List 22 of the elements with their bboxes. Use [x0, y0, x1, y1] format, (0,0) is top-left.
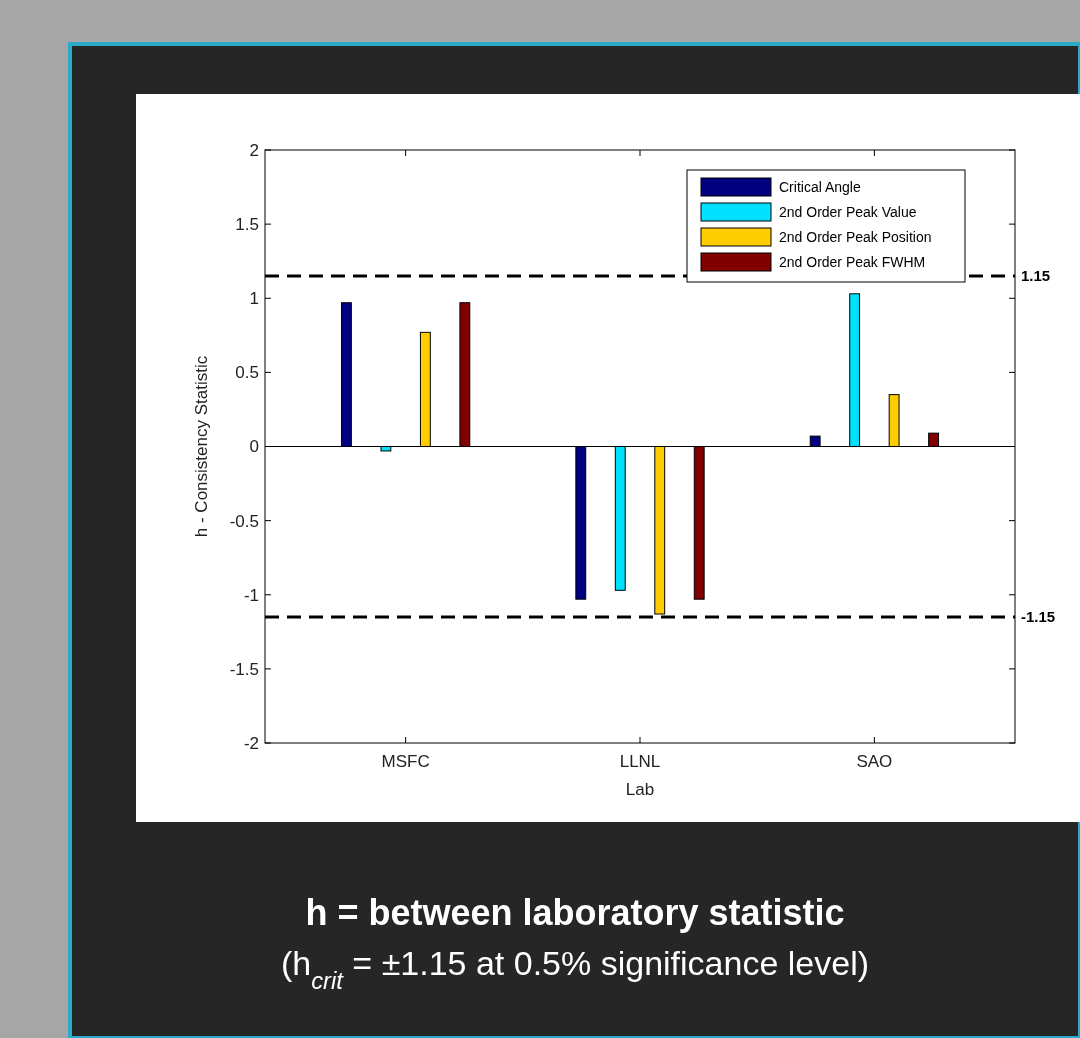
y-tick-label: -2 — [243, 733, 259, 753]
text: h = between laboratory statistic — [305, 892, 845, 933]
legend-label: 2nd Order Peak Value — [779, 203, 917, 220]
legend-label: 2nd Order Peak FWHM — [779, 253, 926, 270]
ref-line-label: 1.15 — [1021, 267, 1051, 285]
legend-label: Critical Angle — [779, 178, 861, 195]
y-tick-label: 1 — [249, 289, 259, 309]
y-tick-label: -1 — [243, 585, 259, 605]
y-axis-title: h - Consistency Statistic — [192, 355, 211, 538]
y-tick-label: -1.5 — [229, 659, 259, 679]
legend-label: 2nd Order Peak Position — [779, 228, 932, 245]
x-tick-label: LLNL — [619, 752, 661, 771]
y-tick-label: 2 — [249, 140, 259, 160]
y-tick-label: 0 — [249, 437, 259, 457]
y-tick-label: 0.5 — [235, 363, 259, 383]
ref-line-label: -1.15 — [1021, 608, 1056, 626]
y-tick-label: -0.5 — [229, 511, 259, 531]
x-axis-title: Lab — [625, 780, 655, 799]
x-tick-label: MSFC — [381, 752, 430, 771]
y-tick-label: 1.5 — [235, 215, 259, 235]
text: (h$_{crit}$ = ±1.15 at 0.5% significance level) — [280, 944, 870, 994]
x-tick-label: SAO — [856, 752, 893, 771]
